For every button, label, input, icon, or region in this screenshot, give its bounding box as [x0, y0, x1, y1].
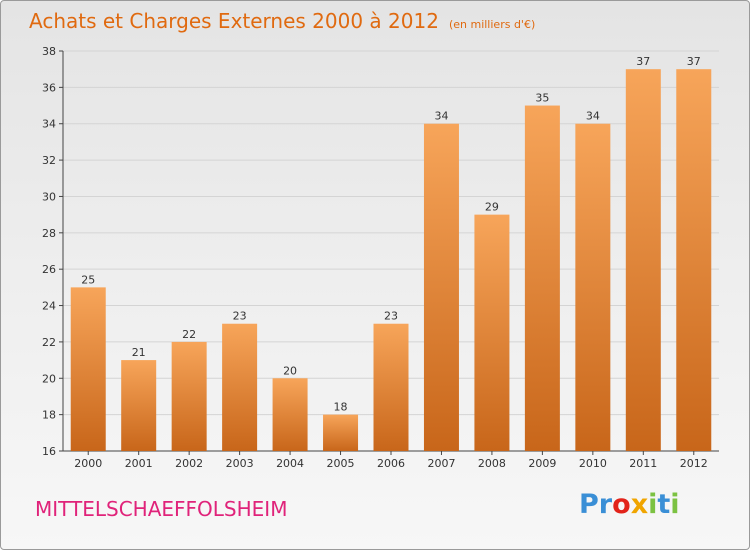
bar-2007	[423, 123, 459, 452]
bar-2008	[474, 214, 510, 451]
y-tick-label: 36	[42, 81, 56, 94]
bar-2006	[373, 323, 409, 451]
y-tick-label: 22	[42, 336, 56, 349]
logo-letter: r	[598, 489, 613, 520]
x-tick-label-2010: 2010	[579, 457, 607, 470]
y-tick-label: 28	[42, 227, 56, 240]
y-tick-label: 16	[42, 445, 56, 458]
value-label-2012: 37	[687, 55, 701, 68]
bar-2011	[625, 69, 661, 451]
x-tick-label-2012: 2012	[680, 457, 708, 470]
bar-2010	[575, 123, 611, 452]
y-tick-label: 24	[42, 300, 56, 313]
x-tick-label-2005: 2005	[327, 457, 355, 470]
x-tick-label-2011: 2011	[629, 457, 657, 470]
value-label-2010: 34	[586, 110, 600, 123]
y-tick-label: 18	[42, 409, 56, 422]
chart-title-text: Achats et Charges Externes 2000 à 2012	[29, 9, 439, 33]
logo-letter: P	[579, 489, 599, 520]
x-tick-label-2001: 2001	[125, 457, 153, 470]
x-tick-label-2007: 2007	[427, 457, 455, 470]
logo-letter: o	[612, 489, 631, 520]
proxiti-logo: Proxiti	[579, 489, 680, 520]
value-label-2007: 34	[434, 110, 448, 123]
bar-2003	[222, 323, 258, 451]
logo-letter: t	[657, 489, 671, 520]
bar-2000	[70, 287, 106, 451]
value-label-2001: 21	[132, 346, 146, 359]
x-tick-label-2006: 2006	[377, 457, 405, 470]
label-layer: 25 2000 21 2001 22 2002 23 2003 20 2004 18 2005 23 20…	[74, 55, 708, 470]
x-tick-label-2003: 2003	[226, 457, 254, 470]
x-tick-label-2004: 2004	[276, 457, 304, 470]
value-label-2009: 35	[535, 92, 549, 105]
logo-letter: i	[648, 489, 658, 520]
x-tick-label-2009: 2009	[528, 457, 556, 470]
value-label-2004: 20	[283, 364, 297, 377]
unit-label: (en milliers d'€)	[448, 18, 536, 31]
value-label-2003: 23	[233, 310, 247, 323]
commune-name: MITTELSCHAEFFOLSHEIM	[35, 497, 288, 521]
bar-2002	[171, 341, 207, 451]
logo-letter: i	[670, 489, 680, 520]
value-label-2005: 18	[334, 401, 348, 414]
bar-2005	[323, 414, 359, 451]
y-tick-label: 34	[42, 118, 56, 131]
bar-2001	[121, 360, 157, 451]
bar-layer	[70, 69, 712, 452]
bar-2004	[272, 378, 308, 451]
value-label-2008: 29	[485, 201, 499, 214]
value-label-2006: 23	[384, 310, 398, 323]
y-tick-label: 32	[42, 154, 56, 167]
y-tick-label: 20	[42, 372, 56, 385]
bar-2012	[676, 69, 712, 451]
x-tick-label-2002: 2002	[175, 457, 203, 470]
y-tick-label: 30	[42, 190, 56, 203]
y-tick-label: 26	[42, 263, 56, 276]
value-label-2011: 37	[636, 55, 650, 68]
bar-2009	[524, 105, 560, 451]
x-tick-label-2008: 2008	[478, 457, 506, 470]
value-label-2002: 22	[182, 328, 196, 341]
logo-letter: x	[630, 489, 649, 520]
chart-title: Achats et Charges Externes 2000 à 2012 (e…	[29, 9, 535, 33]
x-tick-label-2000: 2000	[74, 457, 102, 470]
y-tick-label: 38	[42, 45, 56, 58]
value-label-2000: 25	[81, 273, 95, 286]
